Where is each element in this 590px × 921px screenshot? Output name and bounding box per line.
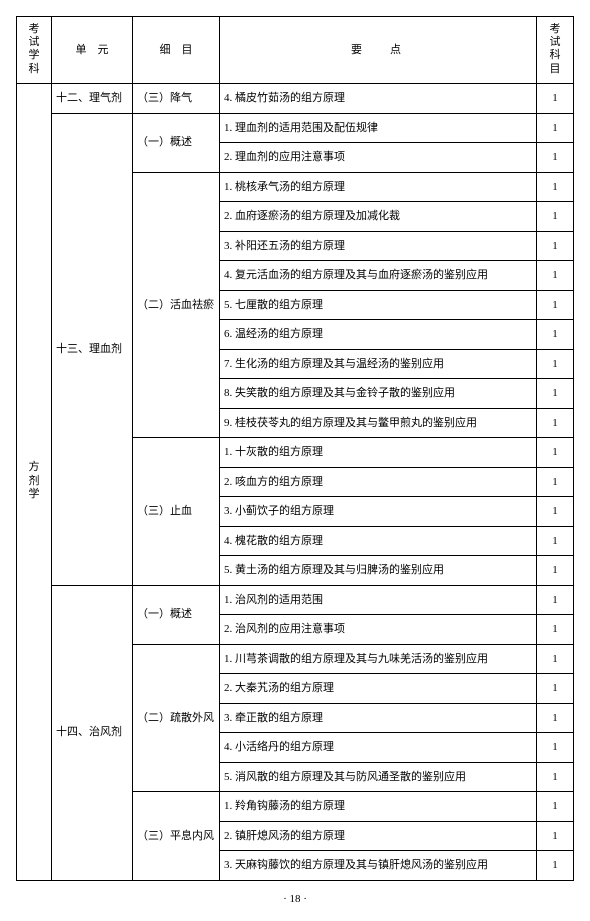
header-unit: 单 元: [52, 17, 133, 84]
kemu-cell: 1: [537, 762, 574, 792]
kemu-cell: 1: [537, 261, 574, 291]
point-cell: 6. 温经汤的组方原理: [220, 320, 537, 350]
point-cell: 2. 治风剂的应用注意事项: [220, 615, 537, 645]
unit-cell: 十三、理血剂: [52, 113, 133, 585]
header-section: 细 目: [133, 17, 220, 84]
kemu-cell: 1: [537, 84, 574, 114]
table-row: 方剂学十二、理气剂（三）降气4. 橘皮竹茹汤的组方原理1: [17, 84, 574, 114]
kemu-cell: 1: [537, 320, 574, 350]
kemu-cell: 1: [537, 733, 574, 763]
section-cell: （一）概述: [133, 113, 220, 172]
unit-cell: 十四、治风剂: [52, 585, 133, 880]
kemu-cell: 1: [537, 497, 574, 527]
kemu-cell: 1: [537, 821, 574, 851]
point-cell: 4. 橘皮竹茹汤的组方原理: [220, 84, 537, 114]
point-cell: 9. 桂枝茯苓丸的组方原理及其与鳖甲煎丸的鉴别应用: [220, 408, 537, 438]
point-cell: 4. 槐花散的组方原理: [220, 526, 537, 556]
subject-cell: 方剂学: [17, 84, 52, 881]
kemu-cell: 1: [537, 408, 574, 438]
section-cell: （三）平息内风: [133, 792, 220, 881]
point-cell: 2. 理血剂的应用注意事项: [220, 143, 537, 173]
point-cell: 1. 理血剂的适用范围及配伍规律: [220, 113, 537, 143]
point-cell: 7. 生化汤的组方原理及其与温经汤的鉴别应用: [220, 349, 537, 379]
kemu-cell: 1: [537, 703, 574, 733]
point-cell: 3. 牵正散的组方原理: [220, 703, 537, 733]
point-cell: 1. 桃核承气汤的组方原理: [220, 172, 537, 202]
point-cell: 3. 补阳还五汤的组方原理: [220, 231, 537, 261]
header-subject: 考试学科: [17, 17, 52, 84]
kemu-cell: 1: [537, 290, 574, 320]
header-point: 要点: [220, 17, 537, 84]
point-cell: 4. 复元活血汤的组方原理及其与血府逐瘀汤的鉴别应用: [220, 261, 537, 291]
page-number: · 18 ·: [16, 893, 574, 905]
table-row: 十四、治风剂（一）概述1. 治风剂的适用范围1: [17, 585, 574, 615]
kemu-cell: 1: [537, 231, 574, 261]
point-cell: 1. 十灰散的组方原理: [220, 438, 537, 468]
kemu-cell: 1: [537, 615, 574, 645]
kemu-cell: 1: [537, 792, 574, 822]
point-cell: 1. 治风剂的适用范围: [220, 585, 537, 615]
point-cell: 2. 大秦艽汤的组方原理: [220, 674, 537, 704]
syllabus-table: 考试学科单 元细 目要点考试科目方剂学十二、理气剂（三）降气4. 橘皮竹茹汤的组…: [16, 16, 574, 881]
point-cell: 1. 羚角钩藤汤的组方原理: [220, 792, 537, 822]
table-row: 十三、理血剂（一）概述1. 理血剂的适用范围及配伍规律1: [17, 113, 574, 143]
unit-cell: 十二、理气剂: [52, 84, 133, 114]
kemu-cell: 1: [537, 674, 574, 704]
kemu-cell: 1: [537, 143, 574, 173]
kemu-cell: 1: [537, 438, 574, 468]
point-cell: 2. 咳血方的组方原理: [220, 467, 537, 497]
point-cell: 1. 川芎茶调散的组方原理及其与九味羌活汤的鉴别应用: [220, 644, 537, 674]
point-cell: 4. 小活络丹的组方原理: [220, 733, 537, 763]
kemu-cell: 1: [537, 113, 574, 143]
section-cell: （一）概述: [133, 585, 220, 644]
point-cell: 5. 黄土汤的组方原理及其与归脾汤的鉴别应用: [220, 556, 537, 586]
kemu-cell: 1: [537, 644, 574, 674]
point-cell: 5. 七厘散的组方原理: [220, 290, 537, 320]
section-cell: （三）降气: [133, 84, 220, 114]
kemu-cell: 1: [537, 851, 574, 881]
point-cell: 2. 血府逐瘀汤的组方原理及加减化裁: [220, 202, 537, 232]
point-cell: 8. 失笑散的组方原理及其与金铃子散的鉴别应用: [220, 379, 537, 409]
point-cell: 3. 天麻钩藤饮的组方原理及其与镇肝熄风汤的鉴别应用: [220, 851, 537, 881]
kemu-cell: 1: [537, 556, 574, 586]
kemu-cell: 1: [537, 585, 574, 615]
kemu-cell: 1: [537, 202, 574, 232]
point-cell: 5. 消风散的组方原理及其与防风通圣散的鉴别应用: [220, 762, 537, 792]
kemu-cell: 1: [537, 172, 574, 202]
section-cell: （三）止血: [133, 438, 220, 586]
section-cell: （二）疏散外风: [133, 644, 220, 792]
header-kemu: 考试科目: [537, 17, 574, 84]
kemu-cell: 1: [537, 379, 574, 409]
point-cell: 2. 镇肝熄风汤的组方原理: [220, 821, 537, 851]
kemu-cell: 1: [537, 526, 574, 556]
section-cell: （二）活血祛瘀: [133, 172, 220, 438]
kemu-cell: 1: [537, 349, 574, 379]
point-cell: 3. 小蓟饮子的组方原理: [220, 497, 537, 527]
kemu-cell: 1: [537, 467, 574, 497]
